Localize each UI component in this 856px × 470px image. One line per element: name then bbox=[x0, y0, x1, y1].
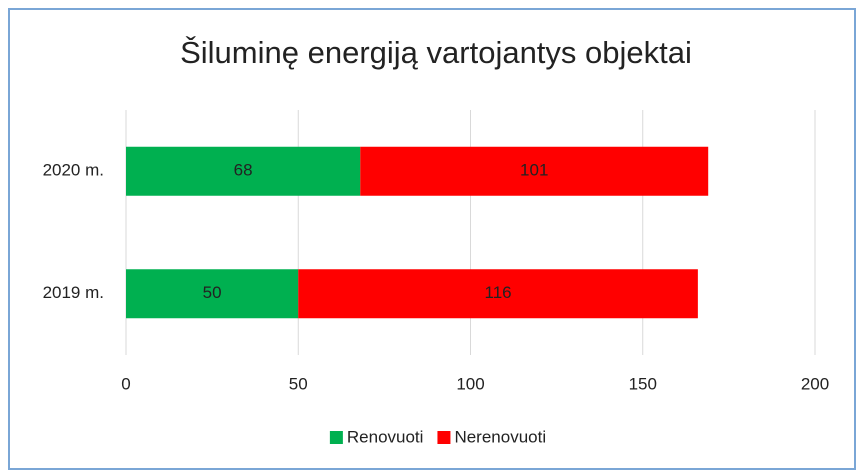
y-tick-label: 2020 m. bbox=[43, 161, 104, 180]
chart-title: Šiluminę energiją vartojantys objektai bbox=[180, 35, 692, 70]
x-tick-label: 50 bbox=[289, 374, 308, 393]
data-label: 101 bbox=[520, 161, 548, 180]
data-label: 68 bbox=[234, 161, 253, 180]
legend-label: Renovuoti bbox=[347, 427, 424, 446]
legend-label: Nerenovuoti bbox=[454, 427, 546, 446]
x-tick-label: 200 bbox=[801, 374, 829, 393]
y-tick-label: 2019 m. bbox=[43, 283, 104, 302]
x-tick-label: 0 bbox=[121, 374, 130, 393]
x-tick-label: 150 bbox=[629, 374, 657, 393]
x-tick-label: 100 bbox=[456, 374, 484, 393]
chart-frame bbox=[8, 8, 856, 470]
legend-swatch bbox=[437, 431, 451, 444]
bar-segment bbox=[360, 146, 709, 196]
legend-swatch bbox=[329, 431, 343, 444]
data-label: 50 bbox=[203, 283, 222, 302]
bar-segment bbox=[298, 269, 698, 319]
data-label: 116 bbox=[485, 283, 512, 302]
bar-segment bbox=[126, 269, 299, 319]
legend: Renovuoti Nerenovuoti bbox=[329, 427, 546, 446]
bar-segment bbox=[126, 146, 361, 196]
